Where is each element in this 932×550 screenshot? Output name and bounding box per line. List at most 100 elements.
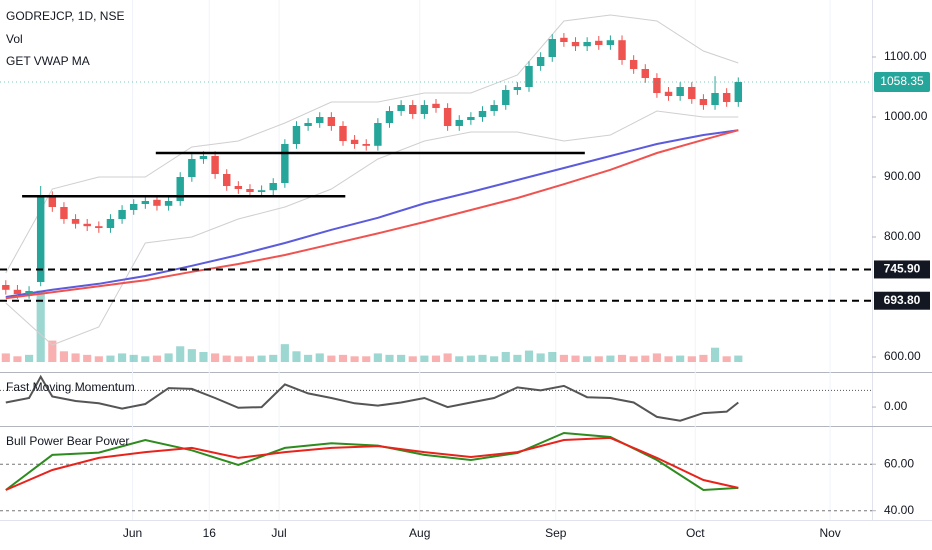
volume-bar — [478, 354, 487, 362]
level-label: 693.80 — [884, 293, 921, 307]
volume-bar — [141, 356, 150, 362]
y-tick-label: 600.00 — [884, 349, 921, 363]
y-tick-label: 800.00 — [884, 229, 921, 243]
candle-body — [653, 78, 661, 93]
candle-body — [83, 223, 91, 227]
volume-bar — [524, 350, 534, 362]
volume-bar — [455, 356, 464, 362]
candle-body — [478, 111, 487, 117]
level-label-box — [874, 291, 930, 310]
indicator-label: GET VWAP MA — [6, 54, 90, 68]
volume-bar — [280, 344, 289, 362]
candle-body — [536, 57, 545, 66]
candle-body — [36, 196, 45, 282]
volume-bar — [245, 356, 255, 362]
pane-title: Fast Moving Momentum — [6, 380, 135, 394]
volume-bar — [187, 349, 196, 362]
volume-bar — [629, 356, 638, 362]
candle-body — [71, 219, 80, 224]
candle-body — [525, 66, 533, 87]
volume-bar — [327, 355, 336, 362]
volume-bar — [71, 353, 80, 362]
x-tick-label: Oct — [686, 526, 705, 540]
volume-bar — [83, 354, 92, 362]
volume-bar — [443, 353, 452, 362]
volume-bar — [48, 340, 57, 362]
candle-body — [362, 144, 370, 146]
volume-bar — [292, 351, 301, 362]
candle-body — [60, 207, 68, 219]
y-tick-label: 900.00 — [884, 169, 921, 183]
candle-body — [339, 126, 347, 141]
volume-bar — [617, 354, 627, 362]
candle-body — [350, 139, 359, 144]
volume-bar — [338, 354, 348, 362]
volume-bar — [722, 356, 731, 362]
candle-body — [281, 144, 289, 183]
volume-bar — [548, 352, 557, 362]
candle-body — [48, 196, 57, 207]
volume-bar — [257, 355, 266, 362]
candle-body — [397, 105, 405, 111]
volume-bar — [676, 355, 685, 362]
candle-body — [95, 226, 103, 228]
level-label-box — [874, 260, 930, 279]
volume-bar — [373, 353, 382, 362]
volume-bar — [431, 355, 441, 362]
volume-bar — [106, 355, 115, 362]
volume-bar — [234, 356, 243, 362]
candle-body — [13, 289, 22, 294]
volume-bar — [385, 354, 394, 362]
candle-body — [316, 117, 324, 123]
candle-body — [711, 93, 719, 105]
volume-bar — [466, 355, 475, 362]
volume-bar — [350, 356, 359, 362]
candle-body — [141, 201, 150, 204]
x-tick-label: Nov — [819, 526, 840, 540]
candle-body — [734, 81, 743, 102]
volume-bar — [652, 353, 661, 362]
volume-bar — [129, 354, 138, 362]
volume-bar — [304, 354, 313, 362]
candle-body — [664, 91, 673, 96]
candle-body — [420, 105, 429, 114]
candle-body — [409, 105, 417, 114]
volume-bar — [222, 355, 231, 362]
indicator-label: Vol — [6, 32, 23, 46]
volume-bar — [734, 355, 743, 362]
candle-body — [443, 108, 452, 126]
candle-body — [106, 219, 115, 228]
volume-bar — [490, 356, 499, 362]
candle-body — [199, 156, 208, 159]
candle-body — [641, 69, 650, 78]
ma-line — [5, 129, 739, 300]
volume-bar — [606, 355, 615, 362]
candle-body — [455, 120, 463, 126]
candle-body — [595, 40, 603, 45]
candle-body — [467, 117, 475, 120]
level-label: 745.90 — [884, 262, 921, 276]
y-tick-label: 1100.00 — [884, 49, 927, 63]
x-tick-label: Jun — [123, 526, 142, 540]
volume-bar — [420, 355, 429, 362]
candle-body — [211, 156, 219, 174]
x-tick-label: Jul — [271, 526, 286, 540]
volume-bar — [1, 353, 10, 362]
candle-body — [25, 291, 33, 294]
volume-bar — [152, 355, 162, 362]
candle-body — [222, 174, 231, 186]
candle-body — [246, 189, 254, 192]
volume-bar — [501, 352, 510, 362]
volume-bar — [559, 354, 568, 362]
candle-body — [129, 204, 138, 210]
volume-bar — [594, 356, 603, 362]
candle-body — [699, 99, 708, 105]
candle-body — [629, 60, 638, 69]
volume-bar — [397, 354, 406, 362]
y-tick-label: 60.00 — [884, 456, 914, 470]
candle-body — [374, 123, 382, 146]
volume-bar — [664, 356, 673, 362]
volume-bar — [362, 356, 371, 362]
candle-body — [583, 42, 591, 47]
